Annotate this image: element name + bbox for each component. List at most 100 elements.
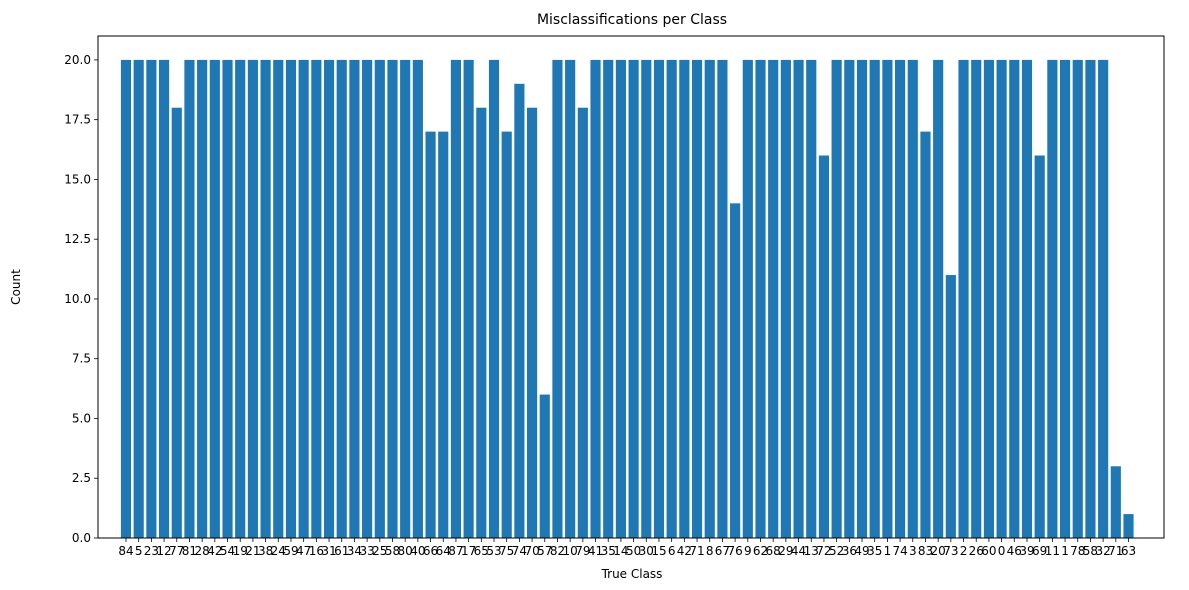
x-tick-labels: 84 5 2312778128425419213824594716316134332… xyxy=(118,538,1136,558)
bar-51 xyxy=(768,59,779,539)
bar-66 xyxy=(958,59,969,539)
bar-59 xyxy=(869,59,880,539)
bar-54 xyxy=(806,59,817,539)
x-tick-label-70: 46 xyxy=(1007,544,1022,558)
x-tick-label-79: 63 xyxy=(1121,544,1136,558)
x-tick-label-3: 12 xyxy=(156,544,171,558)
bar-69 xyxy=(996,59,1007,539)
bar-7 xyxy=(209,59,220,539)
bar-50 xyxy=(755,59,766,539)
bar-67 xyxy=(971,59,982,539)
bar-71 xyxy=(1021,59,1033,539)
x-tick-label-68: 60 xyxy=(981,544,996,558)
x-tick-label-39: 14 xyxy=(613,544,628,558)
x-tick-label-40: 50 xyxy=(626,544,641,558)
x-tick-label-62: 3 xyxy=(909,544,917,558)
x-tick-label-38: 35 xyxy=(601,544,616,558)
bar-77 xyxy=(1098,59,1109,539)
x-tick-label-5: 81 xyxy=(182,544,197,558)
bar-56 xyxy=(831,59,842,539)
bar-41 xyxy=(641,59,652,539)
x-tick-label-2: 23 xyxy=(144,544,159,558)
x-tick-label-27: 17 xyxy=(461,544,476,558)
bar-17 xyxy=(336,59,347,539)
x-tick-label-74: 1 xyxy=(1061,544,1069,558)
bar-31 xyxy=(514,83,525,538)
x-tick-label-6: 28 xyxy=(194,544,209,558)
bar-38 xyxy=(603,59,614,539)
bar-74 xyxy=(1059,59,1071,539)
bar-46 xyxy=(704,59,715,539)
bar-15 xyxy=(311,59,322,539)
bar-48 xyxy=(730,203,741,538)
x-tick-label-77: 32 xyxy=(1095,544,1110,558)
x-tick-label-31: 74 xyxy=(512,544,527,558)
y-tick-label-3: 7.5 xyxy=(72,352,91,366)
x-axis-title: True Class xyxy=(601,567,663,581)
bar-58 xyxy=(856,59,868,539)
bar-65 xyxy=(945,275,956,538)
y-tick-label-5: 12.5 xyxy=(64,232,91,246)
y-tick-label-7: 17.5 xyxy=(64,113,91,127)
x-tick-label-43: 6 xyxy=(668,544,676,558)
plot-frame xyxy=(97,35,1165,539)
x-tick-label-53: 44 xyxy=(791,544,806,558)
x-tick-label-66: 2 xyxy=(960,544,968,558)
x-tick-label-67: 26 xyxy=(969,544,984,558)
x-tick-label-52: 29 xyxy=(778,544,793,558)
x-tick-label-1: 5 xyxy=(135,544,143,558)
x-tick-label-26: 87 xyxy=(448,544,463,558)
y-tick-label-6: 15.0 xyxy=(64,172,91,186)
bar-11 xyxy=(260,59,271,539)
x-tick-label-41: 30 xyxy=(639,544,654,558)
bar-32 xyxy=(527,107,538,539)
bar-70 xyxy=(1009,59,1020,539)
bar-63 xyxy=(920,131,931,538)
x-tick-label-4: 77 xyxy=(169,544,184,558)
bar-43 xyxy=(666,59,677,539)
bars-group xyxy=(120,59,1134,539)
x-tick-label-69: 0 xyxy=(998,544,1006,558)
x-tick-label-47: 67 xyxy=(715,544,730,558)
x-tick-label-25: 64 xyxy=(436,544,451,558)
bar-14 xyxy=(298,59,309,539)
x-tick-label-65: 73 xyxy=(943,544,958,558)
bar-57 xyxy=(844,59,855,539)
x-tick-label-7: 42 xyxy=(207,544,222,558)
x-tick-label-17: 61 xyxy=(334,544,349,558)
bar-34 xyxy=(552,59,563,539)
bar-35 xyxy=(565,59,576,539)
bar-6 xyxy=(197,59,208,539)
y-tick-label-1: 2.5 xyxy=(72,471,91,485)
x-tick-label-12: 24 xyxy=(271,544,286,558)
x-tick-label-45: 71 xyxy=(689,544,704,558)
x-tick-label-55: 72 xyxy=(816,544,831,558)
bar-79 xyxy=(1123,514,1134,538)
bar-39 xyxy=(615,59,626,539)
x-tick-label-19: 33 xyxy=(359,544,374,558)
x-tick-label-8: 54 xyxy=(220,544,235,558)
x-tick-label-11: 38 xyxy=(258,544,273,558)
x-tick-label-9: 19 xyxy=(233,544,248,558)
x-tick-label-75: 78 xyxy=(1070,544,1085,558)
x-tick-label-36: 79 xyxy=(575,544,590,558)
x-tick-label-64: 20 xyxy=(931,544,946,558)
bar-42 xyxy=(653,59,665,539)
bar-64 xyxy=(933,59,944,539)
x-tick-label-20: 25 xyxy=(372,544,387,558)
bar-18 xyxy=(349,59,360,539)
x-tick-label-63: 83 xyxy=(918,544,933,558)
bar-52 xyxy=(780,59,791,539)
x-tick-label-29: 53 xyxy=(486,544,501,558)
bar-8 xyxy=(222,59,233,539)
x-tick-label-32: 70 xyxy=(524,544,539,558)
x-tick-label-34: 82 xyxy=(550,544,565,558)
x-tick-label-21: 58 xyxy=(385,544,400,558)
y-axis-title: Count xyxy=(9,269,23,305)
x-tick-label-48: 76 xyxy=(727,544,742,558)
x-tick-label-73: 11 xyxy=(1045,544,1060,558)
x-tick-label-30: 75 xyxy=(499,544,514,558)
bar-68 xyxy=(983,59,994,539)
